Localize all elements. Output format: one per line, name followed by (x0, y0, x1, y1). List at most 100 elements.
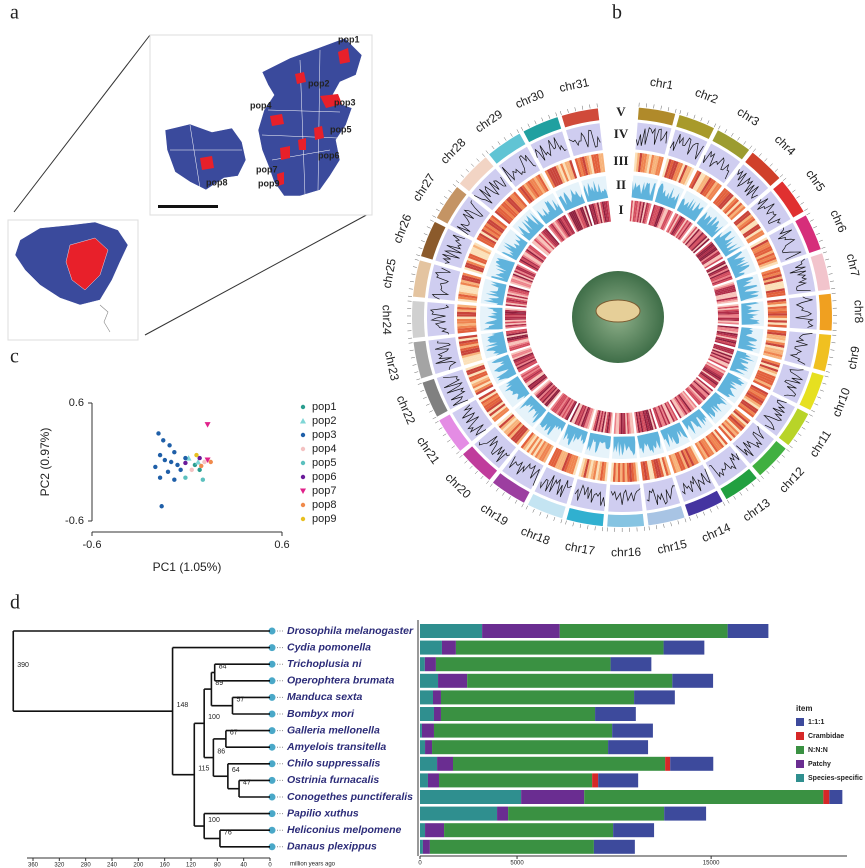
heat-cell (679, 393, 694, 411)
species-label: Heliconius melpomene (287, 824, 402, 836)
heat-cell (753, 377, 772, 388)
heat-cell (716, 330, 738, 336)
heat-cell (747, 390, 765, 402)
heat-cell (695, 378, 713, 393)
heat-cell (695, 241, 713, 257)
species-label: Amyelois transitella (286, 741, 386, 753)
heat-cell (659, 457, 667, 477)
heat-cell (561, 215, 574, 235)
scale-tick (548, 114, 551, 119)
density-area (700, 392, 728, 420)
track-bg (498, 146, 541, 187)
heat-cell (554, 395, 568, 414)
heat-cell (603, 201, 609, 223)
region (164, 123, 247, 191)
density-line (736, 426, 764, 457)
heat-cell (461, 274, 481, 282)
heat-cell (519, 258, 539, 271)
heat-cell (508, 339, 530, 347)
heat-cell (471, 376, 490, 387)
heat-cell (685, 388, 701, 406)
heat-cell (498, 413, 515, 429)
heat-cell (470, 374, 489, 385)
heat-cell (657, 458, 665, 478)
heat-cell (702, 252, 721, 266)
heat-cell (595, 202, 602, 224)
heat-cell (580, 406, 590, 428)
legend-swatch (300, 516, 306, 522)
scale-tick (565, 520, 567, 525)
heat-cell (506, 329, 528, 335)
scale-tick (707, 120, 710, 125)
heat-cell (674, 452, 684, 471)
heat-cell (522, 433, 536, 451)
tip (268, 710, 276, 718)
heat-cell (506, 295, 528, 301)
heat-cell (724, 199, 740, 215)
heat-cell (699, 248, 718, 262)
heat-cell (753, 245, 772, 256)
heat-cell (523, 183, 537, 201)
track-bg (769, 222, 807, 263)
bar-segment (427, 773, 440, 788)
bar-segment (433, 707, 441, 721)
track-label: IV (614, 126, 629, 141)
scale-tick (805, 420, 810, 424)
chromosome-label: chr22 (394, 393, 419, 426)
panel-label: c (10, 346, 19, 368)
density-line (789, 258, 811, 291)
heat-cell (635, 152, 641, 172)
heat-cell (467, 257, 486, 267)
y-tick-label: -0.6 (65, 515, 84, 527)
density-area (491, 354, 517, 381)
heat-cell (659, 404, 669, 425)
heat-cell (755, 250, 774, 260)
heat-cell (702, 253, 722, 267)
chromosome-label: chr11 (806, 427, 834, 459)
heat-cell (709, 268, 729, 279)
tip (268, 760, 276, 768)
heat-cell (534, 237, 552, 253)
heat-cell (672, 398, 685, 417)
legend-label: pop6 (312, 471, 336, 483)
heat-cell (457, 329, 477, 334)
scale-tick (825, 258, 830, 261)
heat-cell (640, 153, 645, 173)
scale-tick (412, 364, 417, 366)
bar-segment (559, 624, 728, 638)
heat-cell (480, 392, 499, 405)
chromosome-label: chr21 (414, 434, 443, 467)
heat-cell (488, 403, 506, 417)
heat-cell (531, 241, 549, 257)
heat-cell (506, 332, 528, 338)
heat-cell (767, 324, 787, 328)
heat-cell (517, 187, 532, 204)
heat-cell (767, 331, 787, 336)
heat-cell (633, 462, 637, 482)
heat-cell (590, 460, 596, 480)
heat-cell (635, 462, 640, 482)
tip (268, 793, 276, 801)
heat-cell (518, 260, 539, 272)
heat-cell (671, 217, 685, 236)
bar-segment (420, 740, 426, 755)
legend-label: Species-specific (808, 775, 863, 782)
heat-cell (652, 205, 661, 227)
scale-tick (722, 502, 726, 506)
heat-cell (590, 203, 598, 225)
heat-cell (524, 434, 538, 452)
legend-label: pop5 (312, 457, 336, 469)
ideogram (463, 446, 498, 480)
heat-cell (744, 227, 763, 240)
bar-segment (421, 723, 434, 738)
heat-cell (691, 382, 708, 399)
heat-cell (505, 309, 527, 313)
scale-tick (760, 475, 764, 479)
heat-cell (607, 412, 612, 434)
x-tick-label: 0.6 (274, 539, 289, 551)
heat-cell (569, 159, 578, 179)
heat-cell (490, 214, 508, 229)
heat-cell (509, 343, 531, 352)
heat-cell (669, 215, 682, 235)
point (208, 459, 213, 465)
